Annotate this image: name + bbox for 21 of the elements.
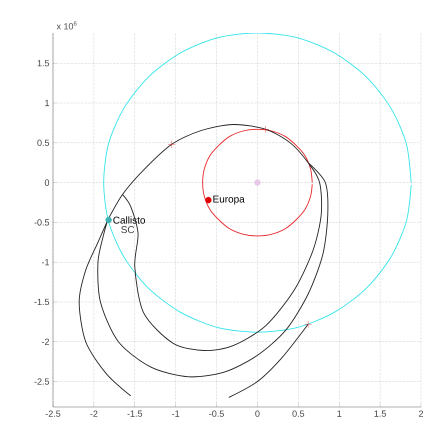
y-tick-label: -2 [42,338,50,345]
x-tick-label: 1 [337,410,342,417]
series-label: Europa [213,196,245,205]
text: x 10$^{6}$ [56,21,77,30]
y-tick-label: 0 [44,179,50,186]
x-tick-label: -2 [90,410,98,417]
y-tick-label: -1.5 [34,298,50,306]
y-tick-label: 1.5 [38,60,50,66]
y-tick-label: -2.5 [34,378,50,385]
x-tick-label: 2 [418,410,424,417]
annotation: SC [121,226,134,234]
x-tick-label: -1 [172,410,180,417]
y-tick-label: -0.5 [34,219,50,226]
x-tick-label: -1.5 [127,410,142,417]
x-tick-label: 1.5 [374,410,386,417]
x-tick-label: 0 [255,410,260,417]
y-tick-label: 1 [45,100,50,106]
x-tick-label: 0.5 [292,410,304,417]
y-tick-label: -1 [42,259,50,266]
x-tick-label: -0.5 [209,410,224,417]
y-tick-label: 0.5 [37,140,50,146]
